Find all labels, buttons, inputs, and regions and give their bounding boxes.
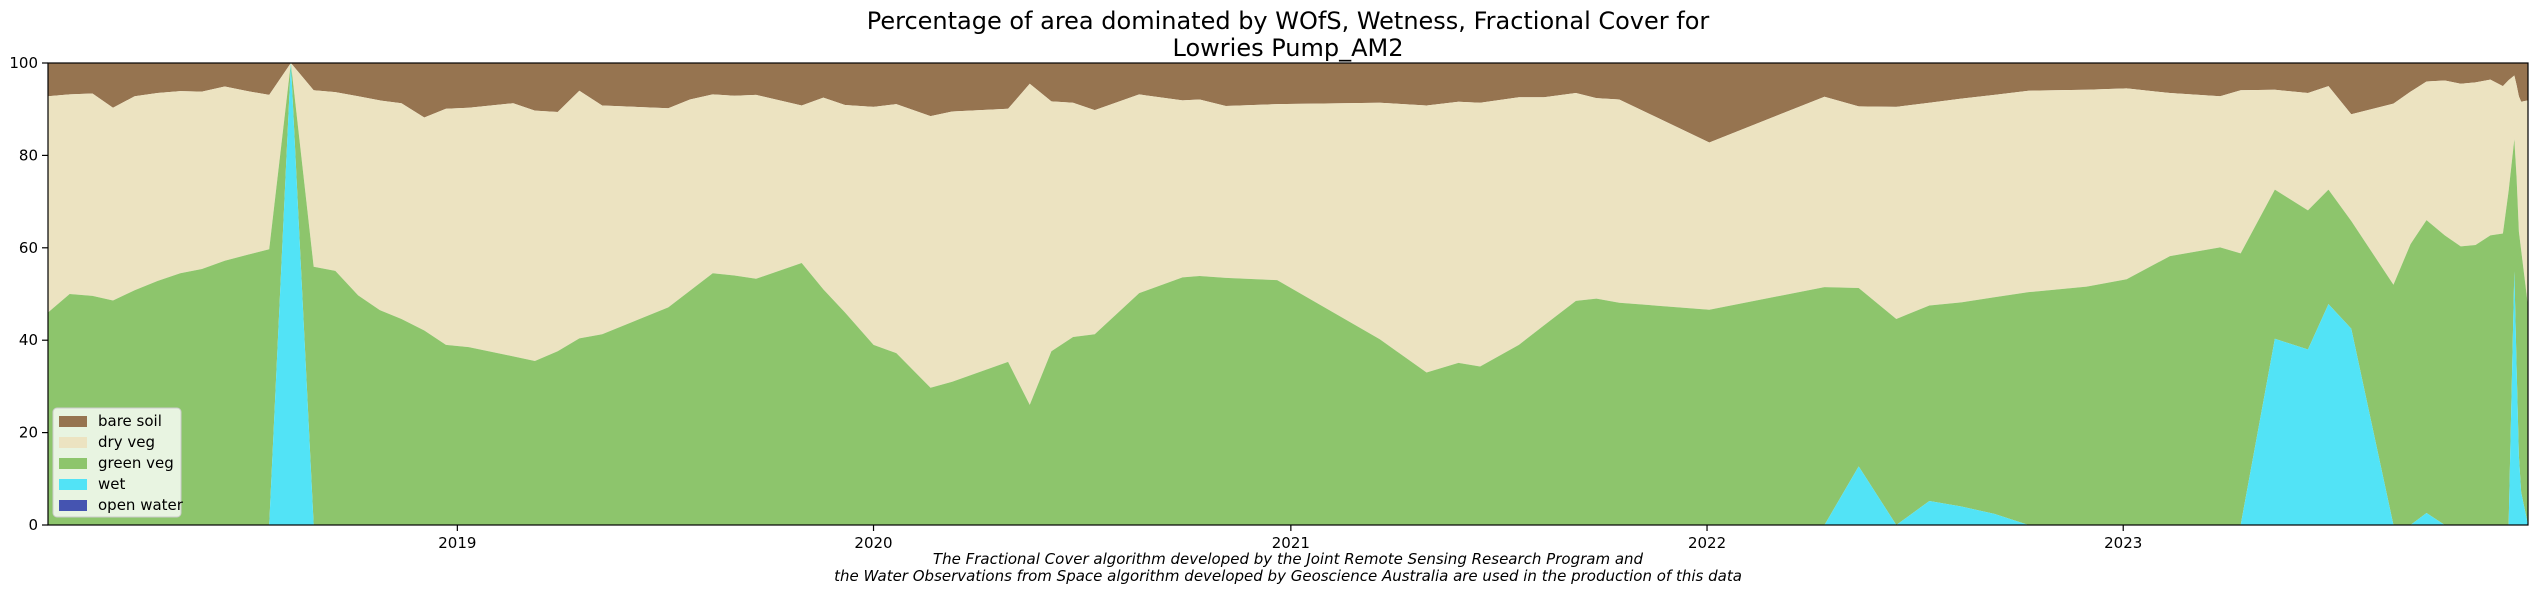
chart-title: Percentage of area dominated by WOfS, We… — [867, 7, 1710, 62]
legend-swatch-bare-soil — [59, 416, 87, 427]
legend-label-green-veg: green veg — [98, 454, 174, 472]
legend-label-wet: wet — [98, 475, 125, 493]
stacked-areas — [48, 63, 2528, 525]
footnote: The Fractional Cover algorithm developed… — [834, 550, 1742, 585]
legend-label-open-water: open water — [98, 496, 184, 514]
plot-frame — [47, 62, 2529, 526]
area-green-veg — [48, 63, 2528, 525]
x-tick-label: 2020 — [854, 534, 892, 552]
y-tick-label: 80 — [19, 146, 38, 164]
area-bare-soil — [48, 63, 2528, 143]
area-wet — [48, 63, 2528, 525]
x-tick-label: 2021 — [1272, 534, 1310, 552]
x-tick-label: 2019 — [438, 534, 476, 552]
y-axis: 0 20 40 60 80 100 — [9, 54, 48, 534]
area-dry-veg — [48, 63, 2528, 405]
legend-swatch-dry-veg — [59, 437, 87, 448]
x-tick-label: 2022 — [1688, 534, 1726, 552]
x-tick-label: 2023 — [2104, 534, 2142, 552]
legend-label-dry-veg: dry veg — [98, 433, 155, 451]
y-tick-label: 20 — [19, 424, 38, 442]
legend-swatch-open-water — [59, 500, 87, 511]
y-tick-label: 100 — [9, 54, 38, 72]
legend-label-bare-soil: bare soil — [98, 412, 162, 430]
footnote-line-1: The Fractional Cover algorithm developed… — [933, 550, 1644, 568]
legend: bare soil dry veg green veg wet open water — [52, 407, 184, 518]
y-tick-label: 60 — [19, 239, 38, 257]
footnote-line-2: the Water Observations from Space algori… — [834, 567, 1742, 585]
chart-title-line-1: Percentage of area dominated by WOfS, We… — [867, 7, 1710, 35]
y-tick-label: 40 — [19, 331, 38, 349]
x-axis: 2019 2020 2021 2022 2023 — [438, 525, 2142, 552]
legend-swatch-green-veg — [59, 458, 87, 469]
y-tick-label: 0 — [28, 516, 38, 534]
legend-swatch-wet — [59, 479, 87, 490]
chart-title-line-2: Lowries Pump_AM2 — [1173, 34, 1404, 62]
